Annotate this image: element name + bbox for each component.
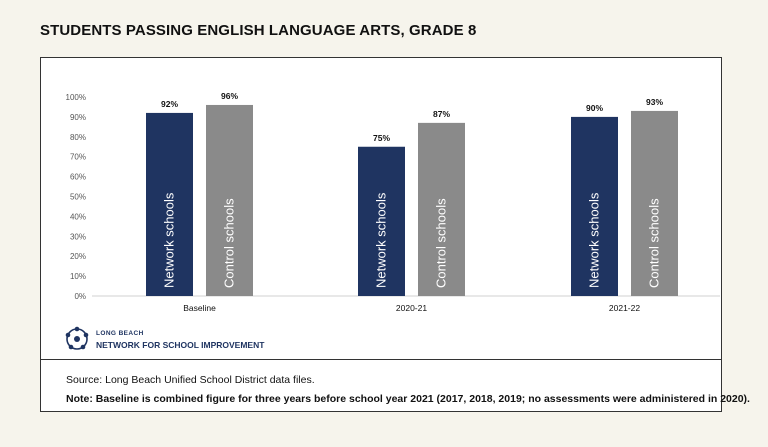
x-category-label: Baseline (183, 303, 216, 313)
y-tick-label: 60% (70, 173, 86, 182)
footer-notes: Source: Long Beach Unified School Distri… (40, 360, 750, 412)
note-text: Note: Baseline is combined figure for th… (66, 393, 750, 405)
data-label: 75% (373, 133, 390, 143)
chart-title: STUDENTS PASSING ENGLISH LANGUAGE ARTS, … (40, 22, 477, 39)
y-tick-label: 0% (74, 292, 86, 301)
data-label: 93% (646, 97, 663, 107)
data-label: 92% (161, 99, 178, 109)
data-label: 96% (221, 91, 238, 101)
series-label: Control schools (222, 198, 237, 288)
y-tick-label: 50% (70, 193, 86, 202)
y-tick-label: 100% (66, 93, 86, 102)
bar (206, 104, 253, 297)
series-label: Control schools (647, 198, 662, 288)
source-text: Source: Long Beach Unified School Distri… (66, 374, 315, 386)
data-label: 87% (433, 109, 450, 119)
series-label: Network schools (587, 192, 602, 288)
series-label: Network schools (374, 192, 389, 288)
y-tick-label: 70% (70, 153, 86, 162)
bar (146, 112, 193, 296)
y-tick-label: 40% (70, 212, 86, 221)
bar (631, 110, 678, 297)
logo-line-1: LONG BEACH (96, 330, 144, 337)
y-tick-label: 20% (70, 252, 86, 261)
y-tick-label: 10% (70, 272, 86, 281)
data-label: 90% (586, 103, 603, 113)
bar (418, 122, 465, 297)
x-category-label: 2021-22 (609, 303, 640, 313)
y-tick-label: 30% (70, 232, 86, 241)
y-tick-label: 90% (70, 113, 86, 122)
y-tick-label: 80% (70, 133, 86, 142)
bar (358, 146, 405, 296)
network-logo-icon (65, 326, 89, 350)
bar (571, 116, 618, 297)
series-label: Control schools (434, 198, 449, 288)
x-category-label: 2020-21 (396, 303, 427, 313)
series-label: Network schools (162, 192, 177, 288)
logo-line-2: NETWORK FOR SCHOOL IMPROVEMENT (96, 340, 265, 350)
